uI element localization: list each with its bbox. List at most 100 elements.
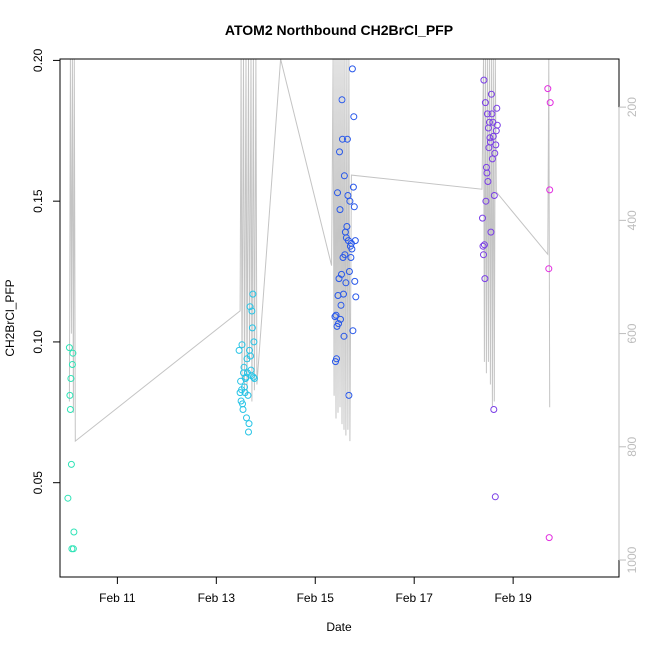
data-point (250, 338, 258, 346)
data-point (545, 265, 553, 273)
data-point (344, 192, 352, 199)
data-point (348, 65, 356, 73)
data-point (332, 311, 340, 319)
data-point (483, 110, 491, 118)
data-point (484, 178, 492, 185)
data-point (67, 460, 75, 468)
data-point (481, 275, 489, 283)
data-point (487, 90, 495, 98)
data-point (491, 149, 499, 157)
data-point (486, 134, 494, 142)
data-point (349, 327, 357, 335)
data-point (489, 132, 497, 140)
data-point (248, 324, 256, 332)
data-point (350, 203, 358, 211)
data-point (335, 320, 342, 328)
data-point (345, 268, 353, 275)
data-point (64, 494, 72, 502)
data-point (545, 534, 553, 542)
secondary-tick-label: 800 (625, 436, 639, 456)
data-point (66, 391, 74, 399)
data-point (492, 141, 500, 149)
data-point (479, 214, 486, 222)
data-point (333, 355, 340, 363)
data-point (349, 183, 357, 191)
y-axis-label: CH2BrCl_PFP (3, 279, 17, 356)
data-point (490, 192, 498, 199)
data-point (340, 172, 348, 180)
data-point (480, 76, 488, 84)
data-point (238, 341, 246, 349)
y-tick-label: 0.05 (31, 471, 45, 495)
data-points (64, 65, 554, 553)
data-point (331, 313, 339, 321)
data-point (493, 121, 501, 129)
data-point (479, 242, 487, 250)
data-point (482, 197, 490, 205)
data-point (248, 307, 256, 315)
series-1 (64, 344, 78, 553)
data-point (70, 528, 78, 536)
data-point (235, 346, 243, 354)
series-4 (479, 76, 501, 501)
data-point (493, 104, 501, 112)
altitude-profile (68, 58, 551, 443)
x-tick-label: Feb 17 (396, 591, 434, 605)
data-point (483, 169, 491, 177)
data-point (240, 363, 248, 371)
data-point (484, 124, 492, 132)
data-point (250, 375, 258, 382)
data-point (486, 138, 494, 146)
data-point (338, 270, 345, 278)
data-point (487, 228, 495, 236)
data-point (481, 99, 489, 107)
data-point (350, 113, 358, 121)
data-point (485, 118, 493, 126)
data-point (346, 197, 354, 205)
data-point (247, 352, 254, 360)
series-5 (544, 85, 554, 542)
data-point (351, 237, 359, 245)
x-tick-label: Feb 11 (99, 591, 136, 605)
data-point (546, 99, 554, 107)
data-point (340, 332, 348, 340)
x-axis: Feb 11 Feb 13 Feb 15 Feb 17 Feb 19 (99, 576, 532, 605)
data-point (352, 293, 360, 301)
data-point (336, 148, 343, 156)
data-point (239, 406, 247, 413)
data-point (243, 414, 250, 422)
data-point (245, 420, 253, 428)
data-point (66, 406, 74, 413)
data-point (491, 493, 499, 501)
data-point (343, 223, 351, 230)
data-point (249, 290, 257, 298)
data-point (351, 277, 359, 285)
data-point (65, 344, 73, 352)
data-point (245, 428, 252, 436)
data-point (338, 96, 346, 104)
series-2 (235, 290, 258, 436)
secondary-tick-label: 1000 (625, 546, 639, 573)
secondary-tick-label: 400 (625, 210, 639, 230)
data-point (69, 349, 77, 357)
data-point (337, 315, 344, 323)
y-tick-label: 0.20 (31, 48, 45, 72)
data-point (342, 279, 350, 287)
series-3 (331, 65, 360, 399)
data-point (244, 391, 252, 399)
data-point (546, 186, 554, 194)
data-point (343, 135, 351, 143)
data-point (340, 290, 347, 298)
data-point (339, 135, 346, 143)
data-point (488, 155, 496, 163)
secondary-tick-label: 600 (625, 323, 639, 343)
data-point (337, 301, 345, 309)
data-point (336, 206, 344, 214)
data-point (341, 251, 349, 259)
x-tick-label: Feb 13 (198, 591, 236, 605)
data-point (345, 391, 353, 399)
data-point (348, 245, 356, 253)
data-point (347, 254, 355, 261)
y-axis: 0.05 0.10 0.15 0.20 (31, 48, 61, 495)
